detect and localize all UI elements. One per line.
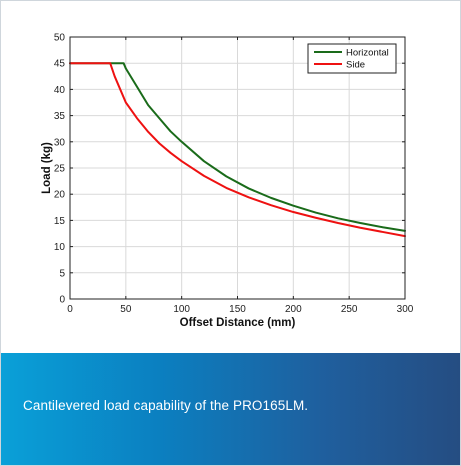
y-tick-label: 5 (59, 268, 65, 279)
figure-caption: Cantilevered load capability of the PRO1… (23, 398, 309, 413)
y-tick-label: 40 (54, 85, 66, 96)
y-tick-label: 15 (54, 216, 66, 227)
x-axis-label: Offset Distance (mm) (180, 317, 296, 329)
y-axis-label: Load (kg) (41, 142, 53, 194)
chart-area: 0 50 100 150 200 250 300 0 5 10 15 20 25 30 35 40 45 50 Of… (1, 1, 461, 353)
caption-band: Cantilevered load capability of the PRO1… (1, 353, 460, 465)
x-tick-label: 50 (120, 304, 132, 315)
y-tick-label: 10 (54, 242, 66, 253)
load-chart: 0 50 100 150 200 250 300 0 5 10 15 20 25 30 35 40 45 50 Of… (41, 33, 414, 330)
y-tick-label: 35 (54, 111, 66, 122)
legend-label-side: Side (346, 60, 365, 71)
y-tick-label: 45 (54, 59, 66, 70)
y-tick-label: 0 (59, 295, 65, 306)
legend-label-horizontal: Horizontal (346, 48, 389, 59)
x-tick-label: 300 (397, 304, 414, 315)
x-tick-label: 0 (67, 304, 73, 315)
plot-frame (69, 36, 406, 300)
y-tick-label: 25 (54, 164, 66, 175)
series-line-horizontal (69, 62, 406, 232)
x-tick-label: 250 (341, 304, 358, 315)
x-tick-label: 100 (173, 304, 190, 315)
x-tick-label: 200 (285, 304, 302, 315)
x-tick-label: 150 (229, 304, 246, 315)
series-line-side (69, 62, 406, 238)
y-tick-label: 50 (54, 33, 66, 44)
y-tick-label: 30 (54, 137, 66, 148)
y-tick-label: 20 (54, 190, 66, 201)
legend-box (307, 43, 397, 74)
